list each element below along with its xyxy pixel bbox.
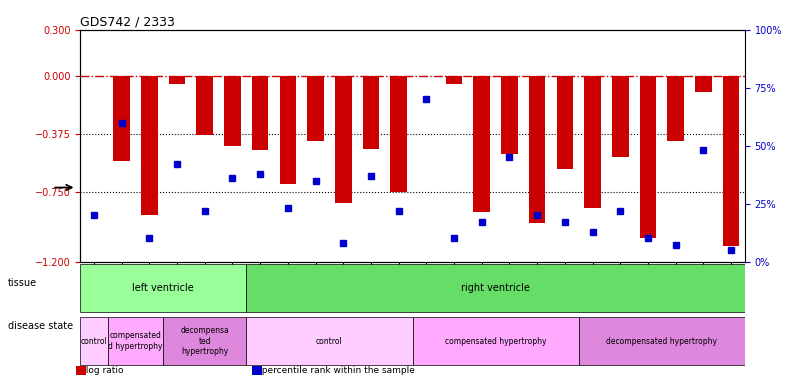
- FancyBboxPatch shape: [413, 317, 579, 365]
- Bar: [335, 76, 352, 203]
- Bar: [252, 76, 268, 150]
- Bar: [612, 76, 629, 157]
- Text: disease state: disease state: [8, 321, 73, 331]
- Bar: [667, 76, 684, 141]
- FancyBboxPatch shape: [80, 264, 247, 312]
- Bar: [501, 76, 517, 153]
- Bar: [529, 76, 545, 223]
- Bar: [308, 76, 324, 141]
- Bar: [114, 76, 130, 161]
- FancyBboxPatch shape: [80, 317, 108, 365]
- Text: control: control: [81, 336, 107, 345]
- Text: decompensa
ted
hypertrophy: decompensa ted hypertrophy: [180, 326, 229, 356]
- FancyBboxPatch shape: [163, 317, 247, 365]
- FancyBboxPatch shape: [247, 317, 413, 365]
- Bar: [280, 76, 296, 184]
- Bar: [473, 76, 490, 212]
- Bar: [169, 76, 185, 84]
- Bar: [584, 76, 601, 208]
- Text: decompensated hypertrophy: decompensated hypertrophy: [606, 336, 718, 345]
- Text: log ratio: log ratio: [80, 366, 123, 375]
- Bar: [363, 76, 380, 149]
- Text: control: control: [316, 336, 343, 345]
- Text: right ventricle: right ventricle: [461, 283, 530, 293]
- Text: GDS742 / 2333: GDS742 / 2333: [80, 16, 175, 29]
- Text: left ventricle: left ventricle: [132, 283, 194, 293]
- Text: compensated
d hypertrophy: compensated d hypertrophy: [108, 332, 163, 351]
- Bar: [695, 76, 711, 92]
- Text: tissue: tissue: [8, 278, 37, 288]
- Text: compensated hypertrophy: compensated hypertrophy: [445, 336, 546, 345]
- FancyBboxPatch shape: [247, 264, 745, 312]
- Bar: [390, 76, 407, 192]
- Bar: [445, 76, 462, 84]
- Text: percentile rank within the sample: percentile rank within the sample: [256, 366, 415, 375]
- Bar: [141, 76, 158, 215]
- Bar: [557, 76, 574, 169]
- Bar: [640, 76, 656, 239]
- Bar: [723, 76, 739, 246]
- FancyBboxPatch shape: [579, 317, 745, 365]
- Bar: [224, 76, 241, 146]
- Bar: [196, 76, 213, 135]
- FancyBboxPatch shape: [108, 317, 163, 365]
